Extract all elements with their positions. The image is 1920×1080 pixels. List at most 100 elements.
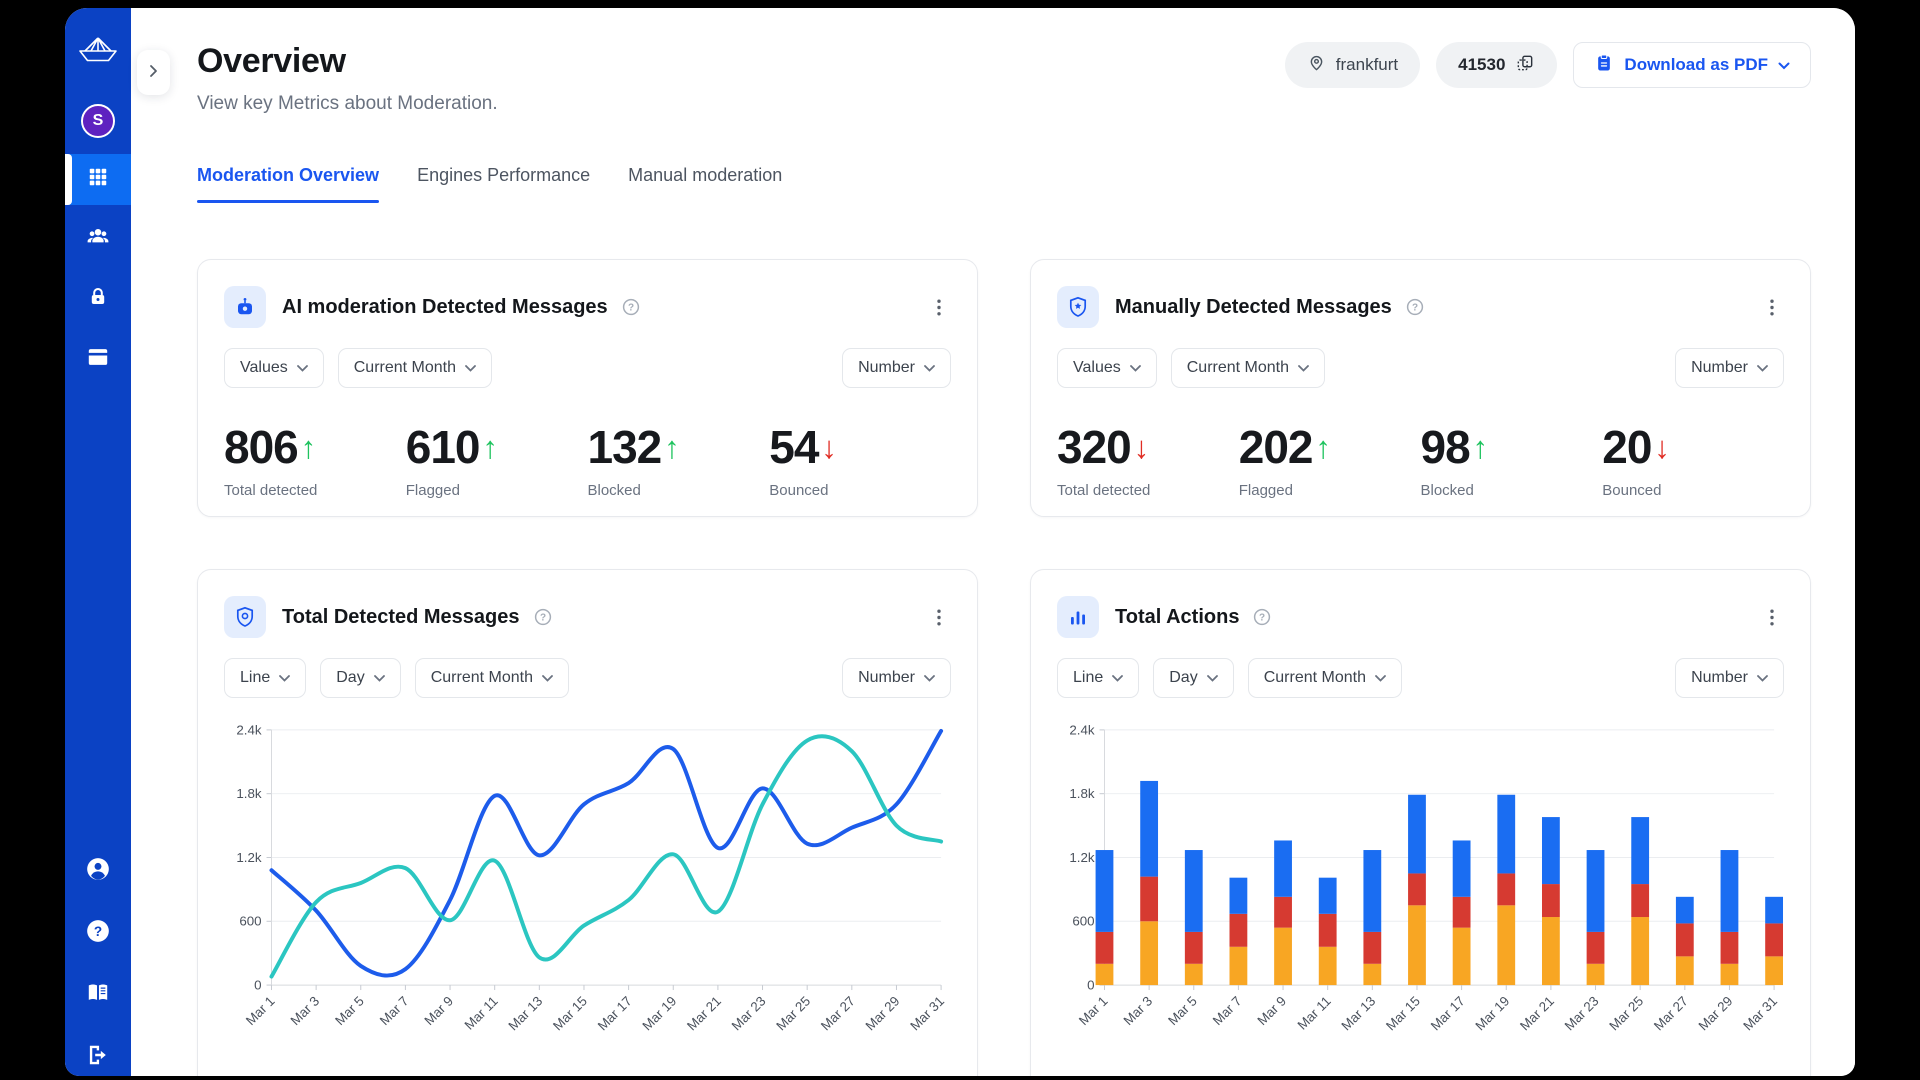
trend-arrow-icon: ↑ (664, 430, 680, 465)
svg-text:0: 0 (254, 978, 261, 993)
svg-text:Mar 17: Mar 17 (595, 993, 635, 1033)
svg-text:1.8k: 1.8k (1069, 786, 1095, 801)
copy-icon[interactable] (1515, 53, 1535, 78)
trend-arrow-icon: ↓ (821, 430, 837, 465)
unit-dropdown[interactable]: Number (842, 348, 951, 388)
stream-boat-logo[interactable] (77, 34, 119, 66)
tab-engines-performance[interactable]: Engines Performance (417, 165, 591, 185)
period-dropdown[interactable]: Current Month (1170, 348, 1325, 388)
cards-grid: AI moderation Detected Messages ? Values… (197, 259, 1811, 1076)
kebab-menu-icon[interactable] (927, 294, 951, 321)
trend-arrow-icon: ↓ (1133, 430, 1150, 465)
tab-bar: Moderation Overview Engines Performance … (197, 165, 1811, 203)
dropdown-label: Values (1073, 359, 1121, 376)
page-header: Overview View key Metrics about Moderati… (197, 42, 1811, 115)
active-indicator (65, 154, 72, 205)
app-id-value: 41530 (1458, 55, 1506, 74)
region-label: frankfurt (1335, 55, 1399, 74)
sidebar-item-billing[interactable] (65, 334, 131, 385)
sidebar-item-permissions[interactable] (65, 274, 131, 325)
unit-dropdown[interactable]: Number (842, 658, 951, 698)
location-pin-icon (1307, 53, 1326, 77)
granularity-dropdown[interactable]: Day (1153, 658, 1234, 698)
help-icon[interactable]: ? (534, 608, 552, 626)
svg-text:2.4k: 2.4k (1069, 722, 1095, 737)
period-dropdown[interactable]: Current Month (1247, 658, 1402, 698)
trend-arrow-icon: ↑ (300, 430, 317, 465)
chevron-down-icon (924, 669, 935, 687)
unit-dropdown[interactable]: Number (1675, 348, 1784, 388)
period-dropdown[interactable]: Current Month (414, 658, 569, 698)
card-total-actions: Total Actions ? Line Day (1030, 569, 1811, 1076)
kebab-menu-icon[interactable] (927, 604, 951, 631)
trend-arrow-icon: ↑ (1472, 430, 1489, 465)
sidebar-item-users[interactable] (65, 214, 131, 265)
chevron-down-icon (542, 669, 553, 687)
bar-chart-icon (1057, 596, 1099, 638)
svg-text:Mar 7: Mar 7 (1210, 993, 1245, 1028)
tab-moderation-overview[interactable]: Moderation Overview (197, 165, 380, 203)
main-content: Overview View key Metrics about Moderati… (131, 8, 1855, 1076)
card-title: AI moderation Detected Messages (282, 295, 608, 318)
trend-arrow-icon: ↑ (482, 430, 499, 465)
stat-flagged: 610 ↑ Flagged (405, 421, 499, 499)
granularity-dropdown[interactable]: Day (320, 658, 401, 698)
svg-text:1.8k: 1.8k (236, 786, 262, 801)
values-dropdown[interactable]: Values (1057, 348, 1157, 388)
svg-text:?: ? (539, 612, 545, 623)
dropdown-label: Current Month (430, 669, 533, 686)
help-icon[interactable]: ? (622, 298, 640, 316)
help-circle-icon[interactable]: ? (85, 918, 111, 944)
card-title: Manually Detected Messages (1115, 295, 1392, 318)
svg-text:1.2k: 1.2k (1069, 850, 1095, 865)
total-detected-line-chart: 0 600 1.2k 1.8k 2.4k Mar 1 Mar 3 Mar 5 Mar 7 Mar … (224, 720, 951, 1054)
download-pdf-button[interactable]: Download as PDF (1573, 42, 1811, 88)
workspace-avatar[interactable]: S (81, 104, 115, 138)
dropdown-label: Values (240, 359, 288, 376)
svg-text:Mar 29: Mar 29 (863, 993, 903, 1033)
chevron-down-icon (1375, 669, 1386, 687)
shield-moderation-icon (224, 596, 266, 638)
svg-text:Mar 9: Mar 9 (1254, 993, 1289, 1028)
svg-text:Mar 5: Mar 5 (332, 993, 367, 1028)
period-dropdown[interactable]: Current Month (337, 348, 492, 388)
svg-text:Mar 21: Mar 21 (684, 993, 724, 1033)
tab-manual-moderation[interactable]: Manual moderation (628, 165, 783, 185)
sidebar-item-apps[interactable] (65, 154, 131, 205)
svg-text:600: 600 (1072, 914, 1094, 929)
svg-text:Mar 25: Mar 25 (1606, 993, 1646, 1033)
chart-type-dropdown[interactable]: Line (224, 658, 307, 698)
unit-dropdown[interactable]: Number (1675, 658, 1784, 698)
app-id-pill[interactable]: 41530 (1436, 42, 1558, 88)
stat-blocked: 132 ↑ Blocked (587, 421, 680, 499)
card-title: Total Detected Messages (282, 605, 520, 628)
help-icon[interactable]: ? (1406, 298, 1424, 316)
region-pill[interactable]: frankfurt (1284, 42, 1421, 88)
dropdown-label: Line (1073, 669, 1104, 686)
help-icon[interactable]: ? (1253, 608, 1271, 626)
logout-icon[interactable] (85, 1042, 111, 1068)
docs-book-icon[interactable] (85, 980, 111, 1006)
sidebar: S (65, 8, 131, 1076)
dropdown-label: Day (336, 669, 365, 686)
kebab-menu-icon[interactable] (1760, 294, 1784, 321)
dropdown-label: Number (1691, 359, 1748, 376)
values-dropdown[interactable]: Values (224, 348, 324, 388)
stat-bounced: 54 ↓ Bounced (769, 421, 837, 499)
chart-type-dropdown[interactable]: Line (1057, 658, 1140, 698)
svg-text:Mar 27: Mar 27 (818, 993, 858, 1033)
stat-total-detected: 320 ↓ Total detected (1057, 421, 1151, 499)
chevron-down-icon (924, 359, 935, 377)
svg-text:?: ? (1412, 302, 1418, 313)
svg-text:Mar 13: Mar 13 (1338, 993, 1378, 1033)
sidebar-collapse-button[interactable] (137, 50, 170, 95)
account-icon[interactable] (85, 856, 111, 882)
stats-row: 806 ↑ Total detected 610 ↑ Flagged 132 ↑ Bl… (224, 420, 951, 499)
kebab-menu-icon[interactable] (1760, 604, 1784, 631)
svg-text:Mar 19: Mar 19 (639, 993, 679, 1033)
svg-text:Mar 13: Mar 13 (505, 993, 545, 1033)
trend-arrow-icon: ↑ (1315, 430, 1332, 465)
svg-text:Mar 3: Mar 3 (1120, 993, 1155, 1028)
trend-arrow-icon: ↓ (1654, 430, 1670, 465)
chevron-right-icon (149, 64, 158, 81)
